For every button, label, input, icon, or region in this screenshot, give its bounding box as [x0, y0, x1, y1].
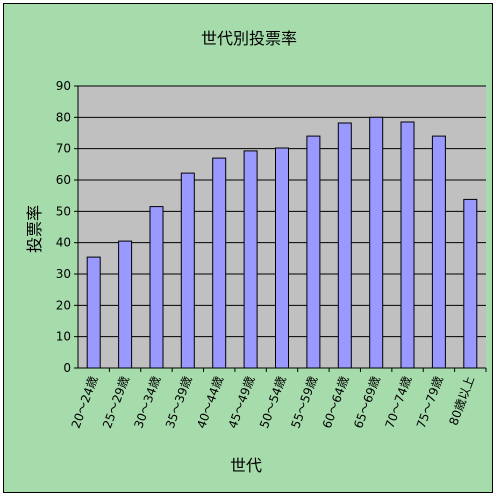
y-axis-ticks: 0 10 20 30 40 50 60 70 80 90	[56, 79, 78, 375]
x-category-label: 65～69歳	[351, 374, 383, 430]
y-tick-label: 30	[56, 267, 71, 281]
x-category-label: 70～74歳	[383, 374, 415, 430]
bar	[463, 198, 478, 369]
x-category-label: 50～54歳	[257, 374, 289, 430]
bar	[243, 150, 258, 369]
x-axis-title: 世代	[230, 456, 262, 475]
x-category-label: 25～29歳	[100, 374, 132, 430]
y-tick-label: 0	[63, 361, 71, 375]
x-axis-categories: 20～24歳 25～29歳 30～34歳 35～39歳 40～44歳 45～49歳 50～5…	[69, 368, 487, 430]
chart-frame: 世代別投票率 0 10 20 30 40 50 60 70 80 90 20～24歳 25～29歳 3…	[3, 3, 493, 493]
bar	[369, 116, 384, 369]
y-axis-title: 投票率	[25, 205, 44, 253]
x-category-label: 30～34歳	[131, 374, 163, 430]
y-tick-label: 90	[56, 79, 71, 93]
y-tick-label: 70	[56, 142, 71, 156]
bar	[118, 240, 133, 369]
y-tick-label: 50	[56, 204, 71, 218]
bar	[431, 135, 446, 369]
y-tick-label: 10	[56, 330, 71, 344]
x-category-label: 60～64歳	[320, 374, 352, 430]
bar	[180, 172, 195, 369]
y-tick-label: 60	[56, 173, 71, 187]
bar	[212, 157, 227, 369]
bar	[306, 135, 321, 369]
y-tick-label: 80	[56, 110, 71, 124]
bar	[400, 121, 415, 369]
x-category-label: 80歳以上	[446, 374, 477, 427]
bar	[275, 147, 289, 369]
x-category-label: 40～44歳	[194, 374, 226, 430]
x-category-label: 45～49歳	[226, 374, 258, 430]
x-category-label: 35～39歳	[163, 374, 195, 430]
x-category-label: 75～79歳	[414, 374, 446, 430]
x-category-label: 55～59歳	[288, 374, 320, 430]
bar	[337, 122, 352, 369]
bar	[86, 256, 101, 369]
y-tick-label: 20	[56, 298, 71, 312]
bar	[149, 206, 164, 369]
y-tick-label: 40	[56, 236, 71, 250]
x-category-label: 20～24歳	[69, 374, 101, 430]
chart-title: 世代別投票率	[201, 29, 297, 48]
